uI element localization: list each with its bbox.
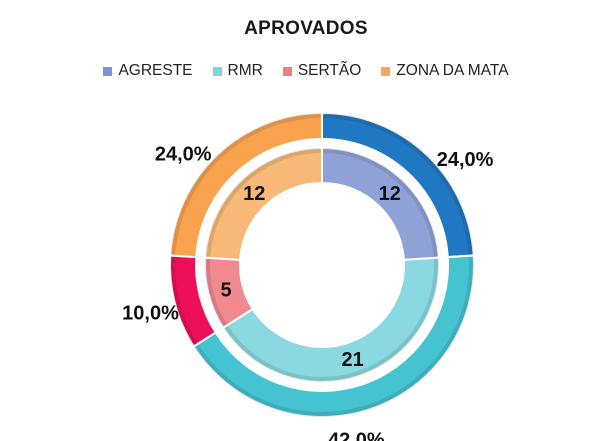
legend-swatch-agreste: [103, 66, 113, 76]
inner-slice-edge-zona-da-mata: [205, 148, 321, 257]
inner-slice-edge-sertao: [205, 258, 227, 327]
legend-item-sertao: SERTÃO: [282, 62, 362, 80]
legend-label-rmr: RMR: [227, 62, 263, 79]
legend-swatch-sertao: [282, 66, 292, 76]
outer-slice-zona-da-mata: [169, 111, 323, 259]
legend: AGRESTE RMR SERTÃO ZONA DA MATA: [0, 62, 612, 80]
outer-label-sertao: 10,0%: [122, 303, 179, 325]
inner-slice-rmr: [221, 256, 440, 383]
legend-label-zona-da-mata: ZONA DA MATA: [396, 62, 509, 79]
inner-slice-zona-da-mata: [204, 146, 323, 261]
inner-label-rmr: 21: [341, 349, 363, 371]
inner-label-agreste: 12: [379, 183, 401, 205]
inner-label-sertao: 5: [221, 280, 232, 302]
legend-swatch-zona-da-mata: [381, 66, 391, 76]
legend-item-rmr: RMR: [212, 62, 263, 80]
legend-item-zona-da-mata: ZONA DA MATA: [381, 62, 509, 80]
chart-title: APROVADOS: [244, 18, 368, 39]
inner-slice-edge-agreste: [323, 148, 439, 257]
outer-label-rmr: 42,0%: [328, 430, 385, 441]
outer-label-zona-da-mata: 24,0%: [155, 144, 212, 166]
legend-label-agreste: AGRESTE: [118, 62, 193, 79]
legend-item-agreste: AGRESTE: [103, 62, 193, 80]
legend-label-sertao: SERTÃO: [297, 62, 362, 79]
inner-label-zona-da-mata: 12: [243, 183, 265, 205]
outer-slice-edge-sertao: [170, 256, 198, 346]
legend-swatch-rmr: [212, 66, 222, 76]
outer-label-agreste: 24,0%: [437, 149, 494, 171]
